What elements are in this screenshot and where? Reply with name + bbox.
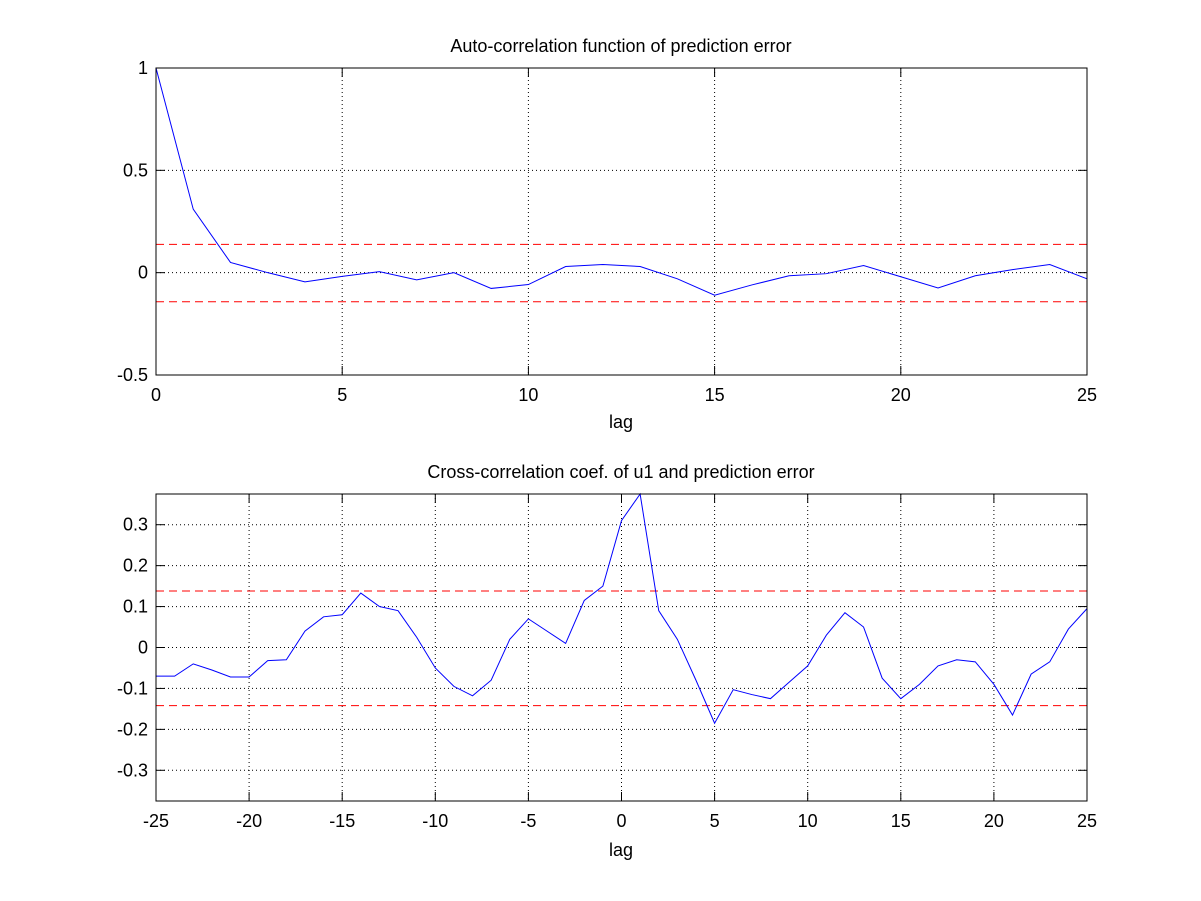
ccf-xlabel: lag <box>609 840 633 860</box>
ccf-x-tick-label: -15 <box>329 811 355 831</box>
acf-xlabel: lag <box>609 412 633 432</box>
ccf-y-tick-label: 0 <box>138 638 148 658</box>
ccf-title: Cross-correlation coef. of u1 and predic… <box>427 462 814 482</box>
acf-series-line <box>155 67 1088 296</box>
ccf-x-tick-label: 15 <box>891 811 911 831</box>
ccf-y-tick-label: -0.1 <box>117 678 148 698</box>
ccf-x-tick-label: -25 <box>143 811 169 831</box>
acf-x-tick-label: 25 <box>1077 385 1097 405</box>
acf-plot-area <box>156 68 1087 375</box>
acf-plot: Auto-correlation function of prediction … <box>117 36 1097 432</box>
ccf-x-tick-label: 25 <box>1077 811 1097 831</box>
ccf-y-tick-label: 0.3 <box>123 515 148 535</box>
ccf-x-tick-label: 20 <box>984 811 1004 831</box>
ccf-x-tick-label: -10 <box>422 811 448 831</box>
ccf-x-tick-label: 10 <box>798 811 818 831</box>
ccf-x-tick-label: 0 <box>616 811 626 831</box>
acf-x-tick-label: 10 <box>518 385 538 405</box>
ccf-series-line <box>156 492 1088 725</box>
acf-x-tick-label: 15 <box>705 385 725 405</box>
acf-y-tick-label: 0 <box>138 263 148 283</box>
acf-y-tick-label: -0.5 <box>117 365 148 385</box>
ccf-x-tick-label: -20 <box>236 811 262 831</box>
acf-x-tick-label: 5 <box>337 385 347 405</box>
ccf-y-tick-label: 0.2 <box>123 556 148 576</box>
ccf-x-tick-label: -5 <box>520 811 536 831</box>
acf-x-tick-label: 0 <box>151 385 161 405</box>
ccf-x-tick-label: 5 <box>710 811 720 831</box>
ccf-plot: Cross-correlation coef. of u1 and predic… <box>117 462 1097 860</box>
ccf-y-tick-label: -0.3 <box>117 760 148 780</box>
acf-y-tick-label: 1 <box>138 58 148 78</box>
acf-y-tick-label: 0.5 <box>123 160 148 180</box>
acf-axes-box <box>155 67 1088 376</box>
ccf-y-tick-label: -0.2 <box>117 719 148 739</box>
ccf-plot-area <box>156 494 1087 801</box>
acf-title: Auto-correlation function of prediction … <box>450 36 791 56</box>
acf-x-tick-label: 20 <box>891 385 911 405</box>
ccf-y-tick-label: 0.1 <box>123 597 148 617</box>
